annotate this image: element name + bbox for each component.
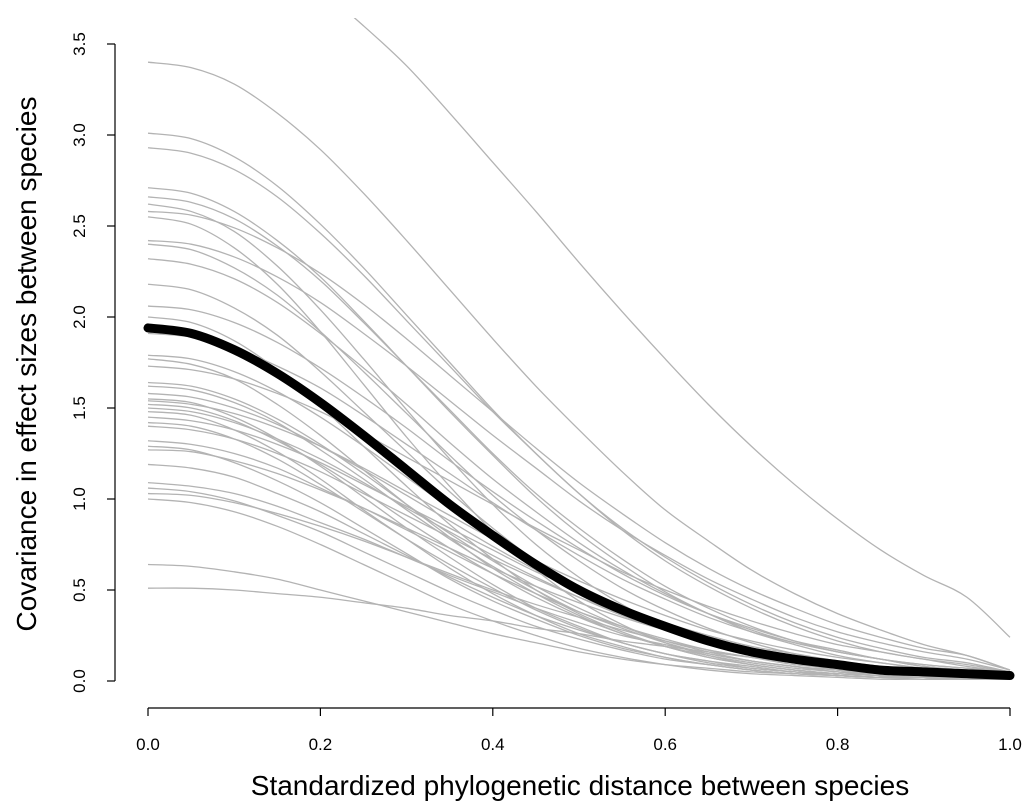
- sample-curve-39: [147, 563, 1010, 680]
- x-axis-title: Standardized phylogenetic distance betwe…: [251, 770, 909, 801]
- x-axis-ticks: 0.0 0.2 0.4 0.6 0.8 1.0: [136, 708, 1022, 754]
- y-axis-ticks: 0.0 0.5 1.0 1.5 2.0 2.5 3.0 3.5: [70, 32, 115, 693]
- sample-curve-1: [353, 18, 1011, 638]
- y-tick-label: 0.0: [70, 669, 89, 693]
- y-tick-label: 2.5: [70, 214, 89, 238]
- y-tick-label: 0.5: [70, 578, 89, 602]
- x-tick-label: 0.6: [653, 735, 677, 754]
- sample-curve-30: [147, 425, 1011, 677]
- sample-curve-8: [147, 210, 1011, 671]
- x-tick-label: 0.2: [309, 735, 333, 754]
- sample-curve-33: [147, 449, 1011, 677]
- x-tick-label: 1.0: [998, 735, 1022, 754]
- y-axis-title: Covariance in effect sizes between speci…: [11, 97, 42, 632]
- sample-curve-4: [147, 147, 1011, 673]
- sample-curve-31: [147, 440, 1011, 679]
- sample-curve-38: [147, 498, 1010, 680]
- y-tick-label: 3.0: [70, 123, 89, 147]
- mean-curve: [143, 323, 1015, 681]
- x-tick-label: 0.8: [826, 735, 850, 754]
- y-tick-label: 1.0: [70, 487, 89, 511]
- sample-curve-11: [147, 243, 1011, 677]
- sample-curve-2: [147, 61, 1011, 671]
- y-tick-label: 3.5: [70, 32, 89, 56]
- sample-curve-16: [147, 332, 1011, 673]
- plot-area: [147, 18, 1011, 680]
- sample-curve-19: [147, 365, 1011, 673]
- y-tick-label: 1.5: [70, 396, 89, 420]
- sample-curve-34: [147, 463, 1010, 679]
- mean-curve-layer: [143, 323, 1015, 681]
- x-tick-label: 0.4: [481, 735, 505, 754]
- sample-curve-25: [147, 403, 1010, 679]
- sample-curve-32: [147, 445, 1011, 680]
- sample-curve-29: [147, 421, 1011, 680]
- x-tick-label: 0.0: [136, 735, 160, 754]
- sample-curve-24: [147, 400, 1011, 675]
- y-tick-label: 2.0: [70, 305, 89, 329]
- sample-curve-10: [147, 239, 1011, 671]
- sample-curve-36: [147, 487, 1011, 680]
